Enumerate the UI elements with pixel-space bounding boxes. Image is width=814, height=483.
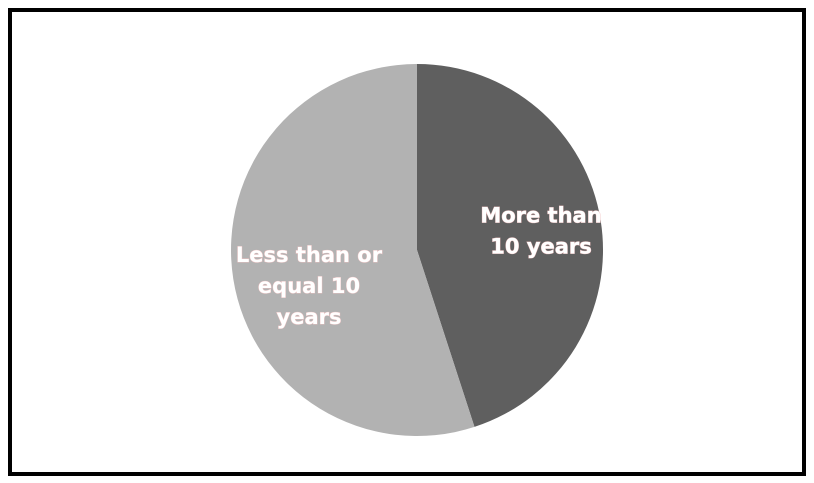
slice-label-2-line-1: Less than or bbox=[236, 243, 383, 267]
slice-label-1-line-1: More than bbox=[480, 204, 601, 228]
pie-slice-2 bbox=[231, 64, 475, 436]
slice-label-2-line-2: equal 10 bbox=[258, 274, 360, 298]
slice-label-2-line-3: years bbox=[277, 305, 342, 329]
pie-chart: More than 10 years Less than or equal 10 yea… bbox=[231, 63, 604, 436]
pie-slice-1 bbox=[417, 63, 604, 427]
chart-frame: More than 10 years Less than or equal 10 yea… bbox=[8, 8, 806, 476]
slice-label-1-line-2: 10 years bbox=[490, 235, 592, 259]
